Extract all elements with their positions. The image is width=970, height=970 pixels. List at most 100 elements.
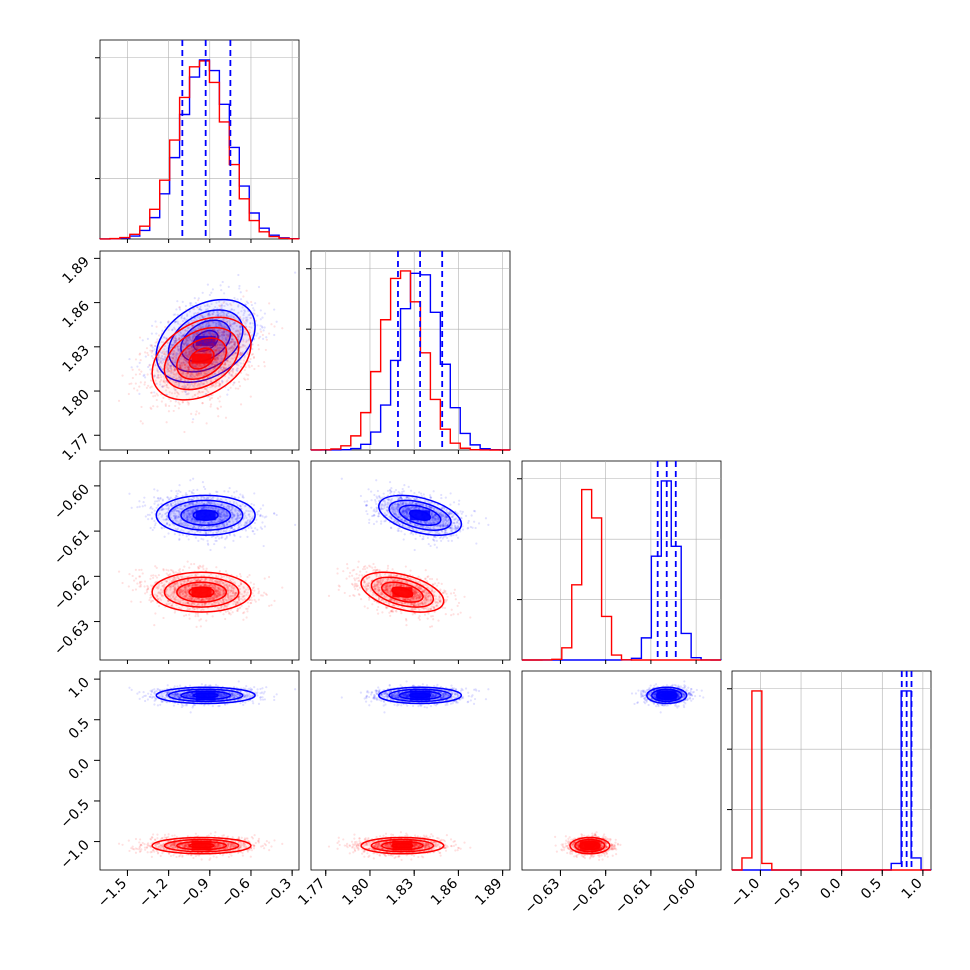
y-tick-label: −0.61 (51, 527, 93, 569)
x-tick-label: 1.86 (428, 875, 461, 908)
x-tick-label: 1.83 (384, 876, 417, 909)
x-tick-label: −0.60 (657, 876, 699, 918)
contour-red (569, 836, 611, 855)
x-tick-label: 0.0 (817, 876, 844, 903)
contour-blue (180, 504, 232, 526)
density-peak-blue (195, 690, 216, 701)
x-tick-label: 1.80 (339, 876, 372, 909)
y-tick-label: 1.0 (66, 675, 93, 702)
density-peak-red (191, 840, 212, 851)
contour-red (163, 326, 240, 391)
contour-red (370, 576, 435, 608)
contour-blue (155, 494, 256, 536)
contour-blue (398, 504, 442, 526)
density-peak-red (392, 587, 413, 598)
y-tick-label: 1.86 (59, 298, 92, 331)
x-tick-label: −0.3 (260, 876, 295, 911)
density-peak-blue (195, 335, 216, 346)
contour-blue (378, 686, 463, 705)
x-tick-label: −0.6 (218, 875, 253, 910)
contour-red (188, 347, 215, 370)
y-tick-label: 1.89 (59, 254, 92, 287)
contour-red (370, 838, 435, 853)
density-peak-blue (410, 690, 431, 701)
contour-red (163, 576, 240, 608)
density-peak-red (191, 353, 212, 364)
contour-red (151, 571, 252, 613)
contour-red (360, 571, 445, 613)
x-tick-label: −1.5 (95, 876, 130, 911)
histogram-blue (522, 480, 722, 661)
contour-red (151, 316, 252, 401)
x-tick-label: 1.77 (295, 876, 328, 909)
scatter-panel-0-2 (99, 460, 300, 661)
y-tick-label: 0.5 (66, 715, 93, 742)
contour-blue (388, 688, 452, 703)
panel-content (327, 477, 490, 628)
panel-content (117, 680, 297, 862)
contour-red (574, 838, 606, 853)
contour-blue (155, 298, 256, 383)
contour-red (163, 838, 240, 853)
density-peak-red (579, 840, 600, 851)
scatter-panel-0-3 (99, 670, 300, 871)
x-tick-label: −1.2 (136, 876, 171, 911)
panel-frame (521, 670, 722, 871)
diag-panel-3 (727, 670, 932, 871)
scatter-panel-0-1 (99, 250, 300, 451)
contour-blue (388, 499, 452, 531)
x-tick-label: −1.0 (728, 876, 763, 911)
y-tick-label: −1.0 (57, 837, 92, 872)
contour-blue (646, 686, 688, 705)
y-tick-label: 0.0 (66, 756, 93, 783)
panel-frame (521, 460, 722, 661)
contour-red (176, 581, 228, 603)
scatter-panel-1-2 (310, 460, 511, 661)
x-tick-label: 1.0 (899, 876, 926, 903)
density-peak-red (191, 587, 212, 598)
contour-red (381, 581, 424, 603)
y-tick-label: −0.62 (51, 572, 93, 614)
y-tick-label: 1.80 (59, 387, 92, 420)
panel-content (554, 680, 705, 862)
histogram-red (99, 60, 300, 240)
panel-frame (99, 460, 300, 661)
histogram-red (522, 488, 721, 661)
diag-panel-2 (517, 460, 722, 661)
diag-panel-0 (95, 39, 300, 240)
panel-frame (310, 670, 511, 871)
x-tick-label: −0.63 (522, 876, 564, 918)
contour-blue (155, 686, 256, 705)
contour-blue (167, 309, 244, 373)
y-tick-label: 1.77 (59, 431, 92, 464)
panel-frame (731, 670, 932, 871)
y-tick-label: −0.60 (51, 481, 93, 523)
x-tick-label: −0.9 (177, 876, 212, 911)
density-peak-blue (195, 510, 216, 521)
y-tick-label: −0.63 (51, 617, 93, 659)
contour-blue (651, 688, 683, 703)
x-tick-label: −0.61 (612, 876, 654, 918)
contour-blue (180, 319, 232, 363)
scatter-panel-2-3 (521, 670, 722, 871)
diag-panel-1 (306, 250, 511, 451)
density-peak-red (392, 840, 413, 851)
x-tick-label: 0.5 (858, 876, 885, 903)
histogram-red (310, 270, 511, 451)
contour-red (176, 337, 228, 380)
density-peak-blue (656, 690, 677, 701)
panel-frame (310, 460, 511, 661)
panel-content (327, 680, 490, 862)
contour-blue (167, 499, 244, 531)
contour-blue (167, 688, 244, 703)
histogram-red (731, 690, 931, 871)
panel-content (117, 271, 297, 434)
x-tick-label: −0.5 (769, 876, 804, 911)
y-tick-label: 1.83 (59, 342, 92, 375)
contour-blue (378, 494, 463, 536)
y-tick-label: −0.5 (57, 796, 92, 831)
density-peak-blue (410, 510, 431, 521)
contour-red (360, 836, 445, 855)
x-tick-label: −0.62 (567, 876, 609, 918)
